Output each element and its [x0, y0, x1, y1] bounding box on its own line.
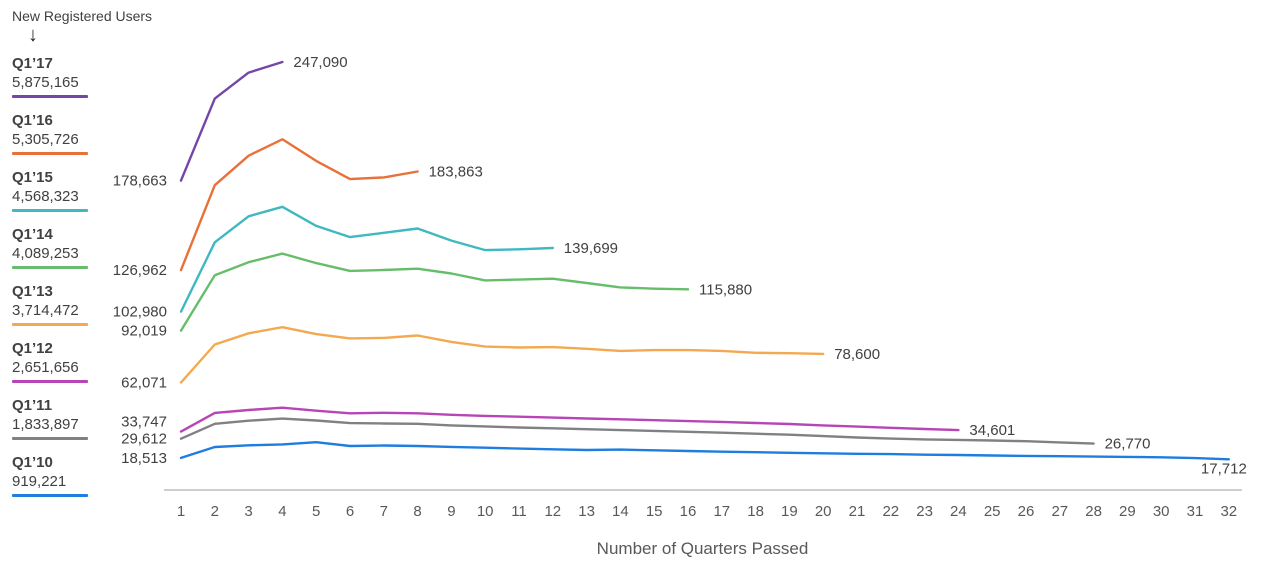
start-value-label-q1-10: 18,513	[121, 450, 167, 467]
legend-title: New Registered Users	[12, 8, 153, 24]
x-tick-label: 12	[544, 503, 561, 520]
x-tick-label: 14	[612, 503, 629, 520]
x-tick-label: 11	[511, 503, 527, 520]
legend-cohort-total: 3,714,472	[12, 302, 79, 319]
legend-item-q1-11: Q1’11 1,833,897	[12, 393, 132, 450]
end-value-label-q1-10: 17,712	[1201, 460, 1247, 477]
x-axis-title: Number of Quarters Passed	[596, 539, 809, 558]
cohort-legend: New Registered Users ↓ Q1’17 5,875,165 Q1’…	[12, 8, 153, 507]
x-tick-label: 3	[244, 503, 252, 520]
series-line-q1-10	[179, 441, 1231, 461]
series-line-q1-11	[179, 417, 1095, 445]
x-tick-label: 24	[950, 503, 967, 520]
x-tick-label: 30	[1153, 503, 1170, 520]
x-tick-label: 6	[346, 503, 354, 520]
start-value-label-q1-15: 102,980	[113, 304, 167, 321]
x-tick-label: 17	[713, 503, 730, 520]
start-value-label-q1-16: 126,962	[113, 262, 167, 279]
x-tick-label: 2	[211, 503, 219, 520]
x-tick-label: 28	[1085, 503, 1102, 520]
start-value-label-q1-14: 92,019	[121, 323, 167, 340]
x-tick-label: 29	[1119, 503, 1136, 520]
legend-cohort-total: 5,875,165	[12, 74, 79, 91]
x-tick-label: 1	[177, 503, 185, 520]
series-line-q1-17	[179, 60, 284, 182]
x-tick-label: 8	[413, 503, 421, 520]
series-line-q1-15	[179, 205, 554, 313]
x-tick-label: 9	[447, 503, 455, 520]
x-tick-label: 16	[680, 503, 697, 520]
x-tick-label: 31	[1187, 503, 1204, 520]
x-tick-label: 15	[646, 503, 663, 520]
x-tick-label: 27	[1051, 503, 1068, 520]
legend-item-q1-12: Q1’12 2,651,656	[12, 336, 132, 393]
end-value-label-q1-14: 115,880	[699, 281, 752, 298]
series-line-q1-12	[179, 406, 960, 433]
end-value-label-q1-13: 78,600	[834, 346, 880, 363]
x-tick-label: 20	[815, 503, 832, 520]
legend-item-q1-15: Q1’15 4,568,323	[12, 165, 132, 222]
legend-cohort-total: 919,221	[12, 473, 67, 490]
legend-item-q1-14: Q1’14 4,089,253	[12, 222, 132, 279]
legend-item-q1-16: Q1’16 5,305,726	[12, 108, 132, 165]
series-line-q1-16	[179, 138, 419, 272]
start-value-label-q1-17: 178,663	[113, 173, 167, 190]
legend-cohort-total: 1,833,897	[12, 416, 79, 433]
legend-color-bar	[12, 266, 88, 269]
legend-cohort-total: 2,651,656	[12, 359, 79, 376]
legend-color-bar	[12, 209, 88, 212]
end-value-label-q1-17: 247,090	[293, 54, 347, 71]
x-tick-label: 5	[312, 503, 320, 520]
legend-item-q1-17: Q1’17 5,875,165	[12, 51, 132, 108]
legend-item-q1-10: Q1’10 919,221	[12, 450, 132, 507]
end-value-label-q1-12: 34,601	[969, 422, 1015, 439]
legend-cohort-label: Q1’17	[12, 55, 53, 72]
legend-color-bar	[12, 152, 88, 155]
series-line-q1-14	[179, 252, 690, 332]
x-tick-label: 19	[781, 503, 798, 520]
legend-color-bar	[12, 323, 88, 326]
legend-cohort-label: Q1’15	[12, 169, 53, 186]
x-tick-label: 26	[1018, 503, 1035, 520]
x-tick-label: 7	[380, 503, 388, 520]
down-arrow-icon: ↓	[28, 24, 38, 46]
legend-cohort-label: Q1’10	[12, 454, 53, 471]
x-tick-label: 32	[1220, 503, 1237, 520]
x-tick-label: 10	[477, 503, 494, 520]
x-tick-label: 18	[747, 503, 764, 520]
x-tick-label: 13	[578, 503, 595, 520]
legend-cohort-label: Q1’11	[12, 397, 53, 414]
legend-cohort-total: 4,568,323	[12, 188, 79, 205]
end-value-label-q1-15: 139,699	[564, 240, 618, 257]
x-tick-label: 23	[916, 503, 933, 520]
legend-color-bar	[12, 95, 88, 98]
legend-color-bar	[12, 380, 88, 383]
start-value-label-q1-13: 62,071	[121, 374, 167, 391]
start-value-label-q1-11: 29,612	[121, 431, 167, 448]
end-value-label-q1-16: 183,863	[429, 164, 483, 181]
x-tick-label: 22	[882, 503, 899, 520]
start-value-label-q1-12: 33,747	[121, 414, 167, 431]
x-tick-label: 4	[278, 503, 286, 520]
end-value-label-q1-11: 26,770	[1105, 436, 1151, 453]
legend-cohort-label: Q1’13	[12, 283, 53, 300]
x-tick-label: 21	[849, 503, 866, 520]
legend-cohort-label: Q1’16	[12, 112, 53, 129]
legend-cohort-label: Q1’14	[12, 226, 53, 243]
x-tick-label: 25	[984, 503, 1001, 520]
legend-cohort-total: 5,305,726	[12, 131, 79, 148]
legend-cohort-label: Q1’12	[12, 340, 53, 357]
legend-color-bar	[12, 437, 88, 440]
legend-cohort-total: 4,089,253	[12, 245, 79, 262]
series-line-q1-13	[179, 326, 825, 384]
legend-color-bar	[12, 494, 88, 497]
legend-items: Q1’17 5,875,165 Q1’16 5,305,726 Q1’15 4,568,3…	[12, 51, 132, 507]
legend-item-q1-13: Q1’13 3,714,472	[12, 279, 132, 336]
